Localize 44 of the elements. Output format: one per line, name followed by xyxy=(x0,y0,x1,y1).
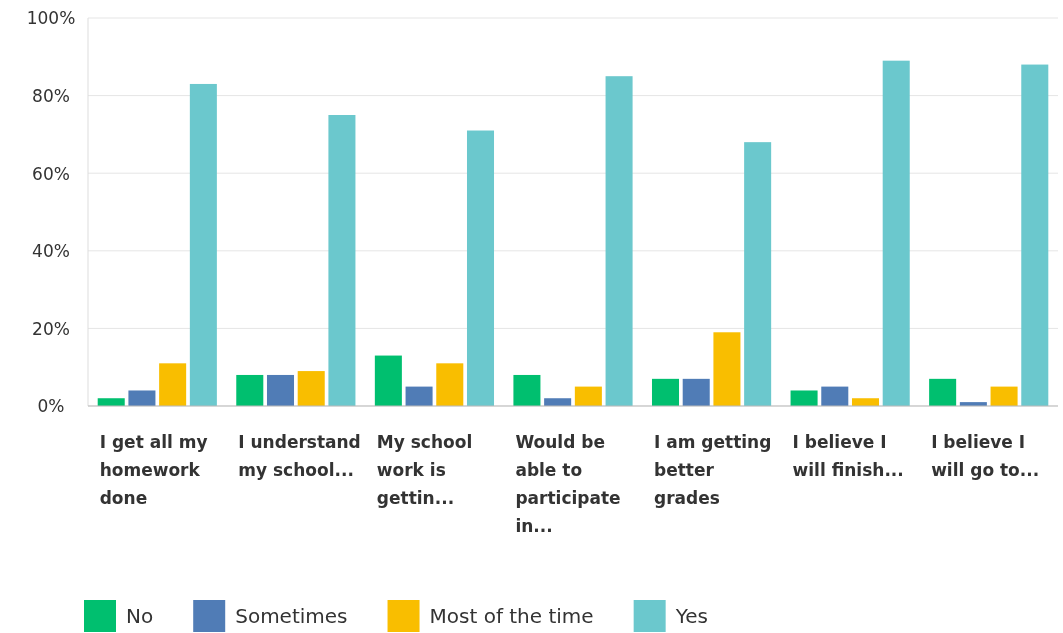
bar xyxy=(374,355,402,406)
bar xyxy=(790,390,818,406)
bar xyxy=(159,363,187,406)
x-tick-label: I am getting better grades xyxy=(653,432,772,508)
bar xyxy=(405,386,433,406)
y-tick-label: 40% xyxy=(32,241,70,262)
bar xyxy=(266,374,295,406)
bar xyxy=(1021,64,1049,406)
x-tick-label: My school work is gettin... xyxy=(376,432,473,508)
legend-label: No xyxy=(126,604,154,628)
bar xyxy=(513,374,541,406)
bar xyxy=(466,130,495,406)
bar xyxy=(189,83,217,406)
bar xyxy=(605,76,633,406)
bar xyxy=(97,398,125,406)
bar xyxy=(128,390,156,406)
x-tick-label: I get all my homework done xyxy=(99,432,208,508)
bar xyxy=(544,398,572,406)
bar xyxy=(821,386,849,406)
legend-label: Sometimes xyxy=(235,604,348,628)
bar xyxy=(744,142,772,406)
y-tick-label: 20% xyxy=(32,318,70,339)
bar xyxy=(297,371,325,406)
x-tick-label: Would be able to participate in... xyxy=(515,432,621,536)
bar xyxy=(574,386,602,406)
bar xyxy=(436,363,464,406)
bar xyxy=(929,378,957,406)
legend-label: Yes xyxy=(674,604,708,628)
x-tick-label: I understand my school... xyxy=(238,432,361,480)
bar xyxy=(851,398,880,406)
y-tick-label: 0% xyxy=(37,396,65,417)
y-tick-label: 100% xyxy=(26,8,76,29)
x-tick-label: I believe I will go to... xyxy=(931,432,1040,480)
bar xyxy=(713,332,741,406)
y-tick-label: 60% xyxy=(32,163,70,184)
bar xyxy=(651,378,680,406)
bar xyxy=(990,386,1018,406)
bar xyxy=(882,60,910,406)
bar xyxy=(328,115,356,406)
bar xyxy=(682,378,710,406)
legend-label: Most of the time xyxy=(429,604,594,628)
bar xyxy=(236,374,264,406)
y-tick-label: 80% xyxy=(32,86,70,107)
x-tick-label: I believe I will finish... xyxy=(792,432,904,480)
